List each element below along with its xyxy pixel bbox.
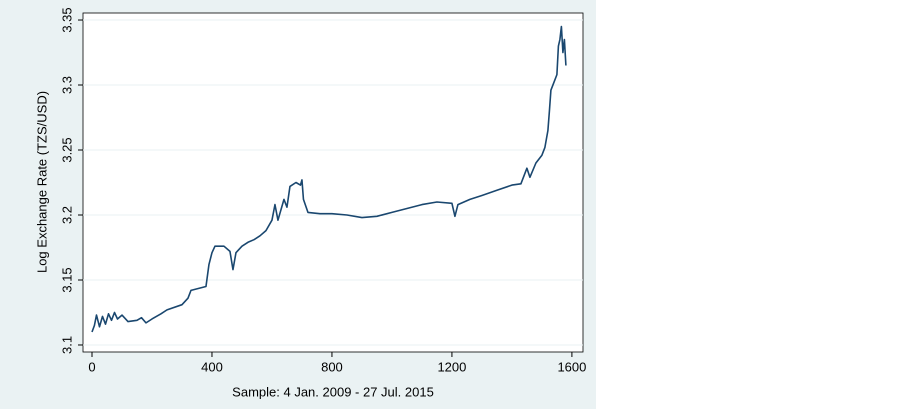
y-tick-label: 3.2 <box>59 206 74 224</box>
x-tick-label: 1600 <box>557 359 586 374</box>
x-tick-label: 0 <box>88 359 95 374</box>
x-tick-label: 1200 <box>437 359 466 374</box>
x-axis-title: Sample: 4 Jan. 2009 - 27 Jul. 2015 <box>232 384 434 399</box>
y-tick-label: 3.15 <box>59 267 74 292</box>
y-tick-label: 3.25 <box>59 137 74 162</box>
y-tick-label: 3.1 <box>59 336 74 354</box>
y-tick-label: 3.35 <box>59 7 74 32</box>
y-tick-label: 3.3 <box>59 76 74 94</box>
y-axis-title: Log Exchange Rate (TZS/USD) <box>34 91 49 273</box>
x-tick-label: 400 <box>201 359 223 374</box>
x-tick-label: 800 <box>321 359 343 374</box>
plot-area <box>82 12 584 353</box>
data-line <box>91 25 567 333</box>
